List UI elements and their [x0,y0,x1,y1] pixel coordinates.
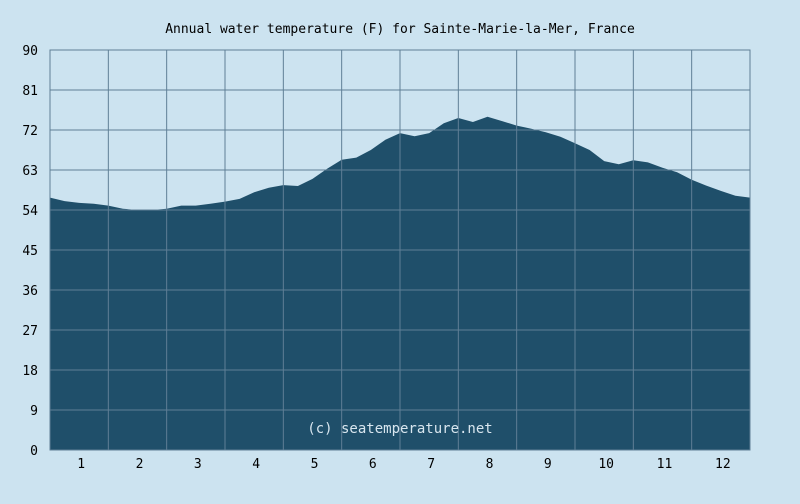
x-tick-label: 3 [194,457,202,472]
y-tick-labels: 0 9 18 27 36 45 54 63 72 81 90 [22,44,38,459]
x-tick-label: 1 [77,457,85,472]
x-tick-label: 4 [252,457,260,472]
y-tick-label: 81 [22,84,38,99]
x-tick-label: 12 [715,457,731,472]
y-tick-label: 9 [30,404,38,419]
x-tick-label: 10 [598,457,614,472]
x-tick-label: 2 [136,457,144,472]
y-tick-label: 0 [30,444,38,459]
y-tick-label: 45 [22,244,38,259]
x-tick-label: 9 [544,457,552,472]
watermark: (c) seatemperature.net [307,421,492,437]
y-tick-label: 27 [22,324,38,339]
y-tick-label: 36 [22,284,38,299]
y-tick-label: 72 [22,124,38,139]
y-tick-label: 90 [22,44,38,59]
y-tick-label: 63 [22,164,38,179]
grid-layer [49,49,751,451]
x-tick-label: 8 [486,457,494,472]
plot-border [49,49,751,451]
x-tick-labels: 1 2 3 4 5 6 7 8 9 10 11 12 [77,457,730,472]
x-tick-label: 11 [657,457,673,472]
x-tick-label: 5 [311,457,319,472]
x-tick-label: 7 [427,457,435,472]
x-tick-label: 6 [369,457,377,472]
y-tick-label: 54 [22,204,38,219]
chart-title: Annual water temperature (F) for Sainte-… [165,22,635,37]
y-tick-label: 18 [22,364,38,379]
